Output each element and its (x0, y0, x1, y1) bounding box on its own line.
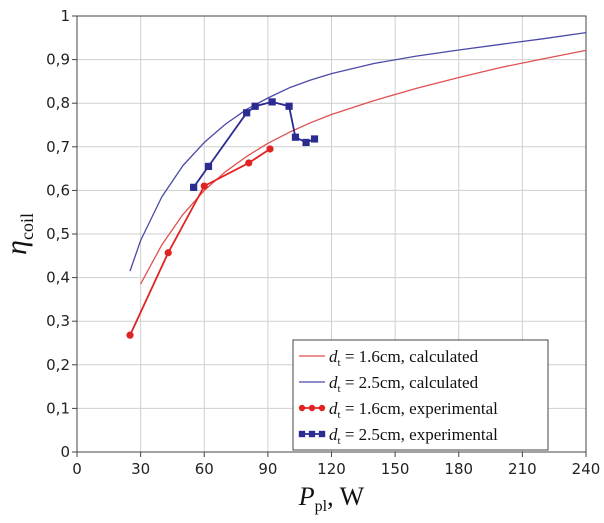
data-point (268, 98, 276, 106)
legend-item: dt = 2.5cm, experimental (298, 425, 498, 447)
series-1 (140, 49, 586, 285)
y-tick-label: 0,2 (46, 356, 70, 374)
y-tick-label: 0,8 (46, 94, 70, 112)
y-tick-label: 0,6 (46, 181, 70, 199)
x-tick-label: 0 (72, 460, 82, 478)
series-line (140, 49, 586, 285)
y-tick-label: 0,9 (46, 51, 70, 69)
legend-item: dt = 1.6cm, calculated (299, 347, 479, 369)
y-tick-label: 0,1 (46, 399, 70, 417)
x-tick-label: 240 (572, 460, 601, 478)
legend-marker (298, 430, 306, 438)
legend-marker (298, 404, 306, 412)
y-tick-label: 1 (60, 7, 70, 25)
x-axis-ticks: 0 30 60 90 120 150 180 210 240 (72, 452, 600, 478)
legend: dt = 1.6cm, calculated dt = 2.5cm, calcul… (292, 339, 549, 451)
series-line (192, 101, 315, 188)
y-axis-title-sub: coil (17, 213, 37, 240)
data-point (266, 145, 274, 153)
y-tick-label: 0 (60, 443, 70, 461)
data-point (245, 159, 253, 167)
x-tick-label: 30 (131, 460, 150, 478)
series-3 (126, 145, 274, 339)
series-2 (129, 31, 586, 272)
legend-marker (318, 430, 326, 438)
x-tick-label: 120 (317, 460, 346, 478)
x-axis-title-sub: pl (315, 498, 328, 515)
x-tick-label: 90 (258, 460, 277, 478)
data-point (190, 183, 198, 191)
series-line (129, 31, 586, 272)
y-tick-label: 0,4 (46, 269, 70, 287)
legend-box (292, 339, 549, 451)
grid (77, 16, 586, 452)
legend-marker (318, 404, 326, 412)
legend-marker (308, 430, 316, 438)
y-tick-label: 0,5 (46, 225, 70, 243)
legend-label: dt = 1.6cm, experimental (329, 399, 498, 421)
x-tick-label: 180 (444, 460, 473, 478)
data-point (251, 102, 259, 110)
y-tick-label: 0,7 (46, 138, 70, 156)
legend-label: dt = 2.5cm, experimental (329, 425, 498, 447)
data-point (204, 162, 213, 171)
data-point (310, 135, 319, 143)
y-tick-label: 0,3 (46, 312, 70, 330)
data-point (164, 249, 172, 257)
x-tick-label: 60 (195, 460, 214, 478)
data-point (243, 109, 251, 117)
legend-marker (308, 404, 316, 412)
y-axis-title-main: η (0, 240, 33, 255)
y-axis-title: ηcoil (0, 213, 37, 255)
data-point (285, 102, 293, 110)
y-axis-ticks: 0 0,1 0,2 0,3 0,4 0,5 0,6 0,7 0,8 0,9 1 (46, 7, 77, 461)
data-point (200, 182, 208, 190)
data-point (126, 331, 134, 339)
data-point (302, 138, 310, 147)
x-axis-title-main: P (298, 482, 315, 511)
x-axis-title: Ppl, W (298, 482, 365, 515)
legend-label: dt = 1.6cm, calculated (329, 347, 479, 369)
x-tick-label: 150 (381, 460, 410, 478)
data-point (291, 133, 300, 141)
legend-item: dt = 1.6cm, experimental (298, 399, 498, 421)
x-tick-label: 210 (508, 460, 537, 478)
x-axis-title-unit: , W (327, 482, 365, 511)
series-4 (190, 98, 319, 191)
legend-label: dt = 2.5cm, calculated (329, 373, 479, 395)
series-layer (126, 31, 586, 339)
legend-item: dt = 2.5cm, calculated (299, 373, 479, 395)
